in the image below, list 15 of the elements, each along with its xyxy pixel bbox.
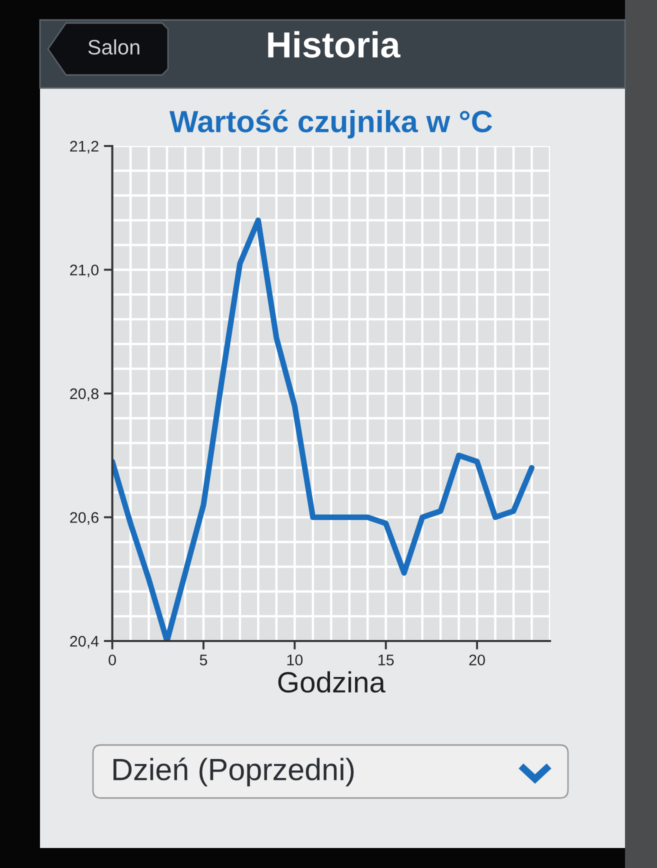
y-tick-label: 20,6 bbox=[70, 512, 98, 525]
y-tick-label: 20,4 bbox=[70, 636, 99, 648]
x-axis-title: Godzina bbox=[278, 671, 386, 693]
y-tick-label: 21,0 bbox=[70, 264, 99, 278]
y-tick-label: 20,8 bbox=[70, 388, 98, 401]
text: Historia bbox=[268, 31, 400, 58]
x-tick-label: 0 bbox=[108, 654, 116, 666]
text: Dzień (Poprzedni) bbox=[114, 758, 354, 786]
x-tick-label: 5 bbox=[200, 654, 208, 666]
x-tick-label: 10 bbox=[287, 654, 303, 666]
x-tick-label: 15 bbox=[378, 654, 394, 666]
text: Salon bbox=[88, 39, 140, 55]
y-tick-label: 21,2 bbox=[70, 140, 98, 154]
x-tick-label: 20 bbox=[469, 654, 485, 666]
chart-title: Wartość czujnika w °C bbox=[169, 110, 492, 138]
